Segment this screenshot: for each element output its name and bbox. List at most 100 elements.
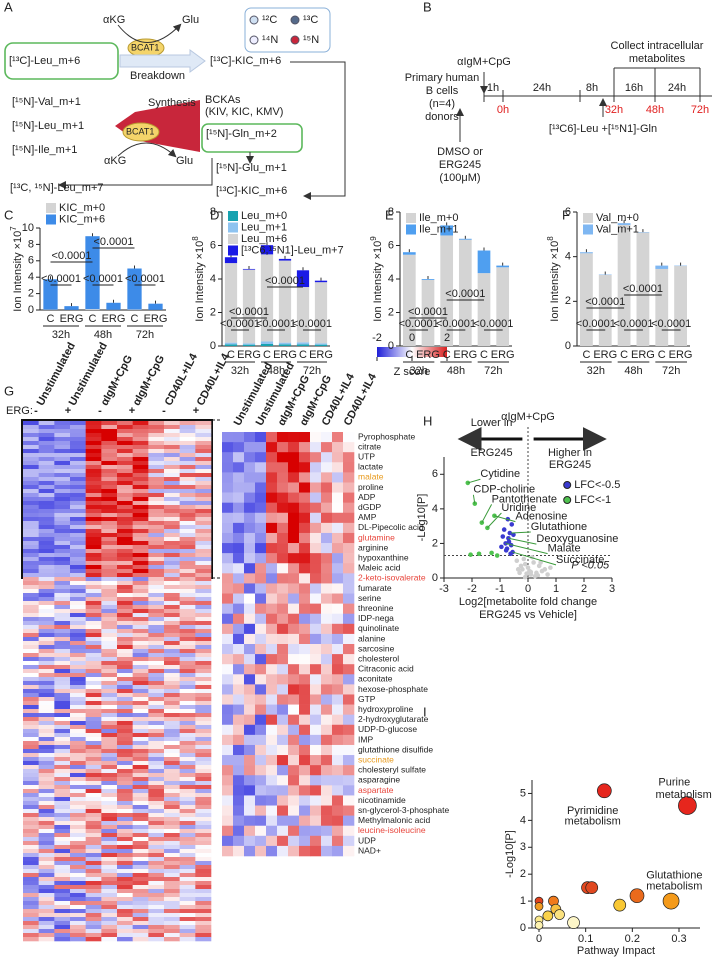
- heatmap-cell: [310, 654, 322, 665]
- heatmap-cell: [164, 809, 180, 814]
- heatmap-cell: [132, 573, 149, 578]
- heatmap-cell: [195, 461, 212, 466]
- heatmap-cell: [54, 937, 71, 942]
- heatmap-cell: [38, 745, 55, 750]
- heatmap-cell: [54, 509, 71, 514]
- heatmap-cell: [321, 543, 333, 554]
- heatmap-cell: [117, 933, 133, 938]
- heatmap-cell: [23, 725, 39, 730]
- heatmap-cell: [222, 704, 234, 715]
- heatmap-cell: [179, 421, 196, 426]
- heatmap-cell: [148, 549, 165, 554]
- heatmap-cell: [38, 541, 55, 546]
- heatmap-cell: [255, 785, 267, 796]
- heatmap-cell: [299, 694, 311, 705]
- heatmap-cell: [179, 733, 196, 738]
- heatmap-cell: [321, 583, 333, 594]
- heatmap-cell: [54, 893, 71, 898]
- heatmap-cell: [179, 521, 196, 526]
- heatmap-cell: [222, 633, 234, 645]
- heatmap-cell: [38, 841, 55, 846]
- heatmap-cell: [148, 733, 165, 738]
- heatmap-cell: [132, 765, 149, 770]
- heatmap-cell: [54, 841, 71, 846]
- heatmap-cell: [54, 569, 71, 574]
- heatmap-cell: [70, 445, 86, 450]
- heatmap-cell: [54, 489, 71, 494]
- heatmap-cell: [179, 617, 196, 622]
- heatmap-cell: [101, 873, 118, 878]
- heatmap-cell: [101, 705, 118, 710]
- heatmap-cell: [23, 869, 39, 874]
- heatmap-cell: [132, 429, 149, 434]
- heatmap-cell: [195, 749, 212, 754]
- heatmap-cell: [332, 664, 344, 675]
- heatmap-cell: [117, 685, 133, 690]
- row-label: threonine: [358, 603, 394, 613]
- heatmap-cell: [277, 785, 289, 796]
- heatmap-cell: [117, 657, 133, 662]
- heatmap-cell: [117, 609, 133, 614]
- heatmap-cell: [332, 724, 344, 736]
- heatmap-cell: [132, 737, 149, 742]
- heatmap-cell: [164, 609, 180, 614]
- heatmap-cell: [164, 769, 180, 774]
- heatmap-cell: [54, 853, 71, 858]
- heatmap-cell: [321, 553, 333, 564]
- y-tick-label: 0: [565, 340, 571, 352]
- heatmap-cell: [332, 583, 344, 594]
- x-tick-label: C: [299, 349, 307, 361]
- heatmap-cell: [164, 557, 180, 562]
- heatmap-cell: [195, 801, 212, 806]
- heatmap-cell: [332, 805, 344, 816]
- heatmap-cell: [54, 661, 71, 666]
- collect: metabolites: [629, 53, 686, 65]
- heatmap-cell: [23, 577, 39, 582]
- heatmap-cell: [179, 749, 196, 754]
- heatmap-cell: [117, 737, 133, 742]
- heatmap-cell: [195, 753, 212, 758]
- heatmap-cell: [117, 533, 133, 538]
- row-label: Methylmalonic acid: [358, 815, 431, 825]
- heatmap-cell: [277, 714, 289, 726]
- heatmap-cell: [70, 673, 86, 678]
- heatmap-cell: [310, 532, 322, 544]
- annotation-leader: [472, 494, 476, 504]
- heatmap-cell: [23, 793, 39, 798]
- heatmap-cell: [179, 433, 196, 438]
- legend-label: Val_m+0: [596, 212, 639, 224]
- heatmap-cell: [164, 873, 180, 878]
- heatmap-cell: [266, 755, 278, 766]
- heatmap-cell: [38, 929, 55, 934]
- heatmap-cell: [54, 601, 71, 606]
- heatmap-cell: [85, 445, 102, 450]
- heatmap-cell: [54, 501, 71, 506]
- heatmap-cell: [321, 825, 333, 837]
- row-label: ADP: [358, 492, 376, 502]
- heatmap-cell: [54, 869, 71, 874]
- heatmap-cell: [117, 497, 133, 502]
- heatmap-cell: [117, 905, 133, 910]
- heatmap-cell: [321, 845, 333, 857]
- y-tick-label: 4: [210, 273, 216, 285]
- heatmap-cell: [179, 489, 196, 494]
- heatmap-cell: [148, 557, 165, 562]
- heatmap-cell: [54, 653, 71, 658]
- heatmap-cell: [332, 775, 344, 786]
- heatmap-cell: [38, 489, 55, 494]
- heatmap-cell: [23, 825, 39, 830]
- heatmap-cell: [195, 793, 212, 798]
- heatmap-cell: [233, 744, 245, 756]
- heatmap-cell: [38, 597, 55, 602]
- heatmap-cell: [23, 805, 39, 810]
- point: [525, 565, 531, 570]
- heatmap-cell: [164, 469, 180, 474]
- heatmap-cell: [23, 737, 39, 742]
- heatmap-cell: [23, 741, 39, 746]
- group-label: 32h: [52, 329, 70, 341]
- heatmap-cell: [164, 565, 180, 570]
- diagram-text: αKG: [104, 155, 126, 167]
- heatmap-cell: [85, 425, 102, 430]
- p-value: <0.0001: [651, 318, 691, 330]
- heatmap-cell: [101, 573, 118, 578]
